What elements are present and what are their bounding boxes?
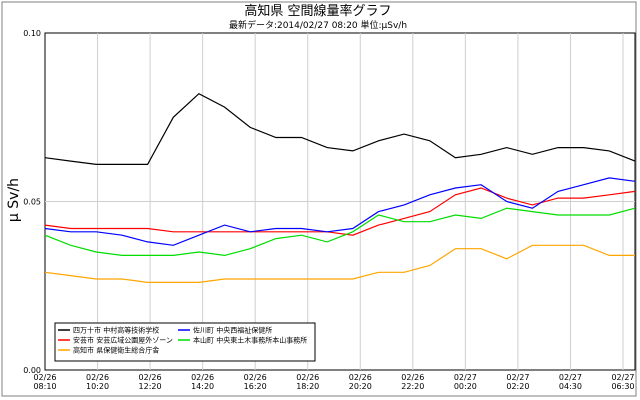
x-tick-date: 02/26 (349, 373, 372, 382)
x-tick-date: 02/27 (506, 373, 529, 382)
series-line-5 (44, 207, 636, 257)
x-tick-date: 02/27 (611, 373, 634, 382)
x-tick-time: 00:20 (454, 382, 477, 391)
legend-label: 四万十市 中村高等技術学校 (73, 326, 159, 335)
x-tick-time: 14:20 (191, 382, 214, 391)
y-tick-label: 0.00 (23, 366, 41, 375)
legend-label: 高知市 県保健衛生総合庁舎 (73, 346, 159, 355)
y-axis-label: μ Sv/h (6, 178, 22, 222)
x-tick-time: 06:30 (611, 382, 634, 391)
x-tick-date: 02/26 (296, 373, 319, 382)
x-tick-time: 02:20 (506, 382, 529, 391)
x-tick-date: 02/26 (139, 373, 162, 382)
x-tick-time: 08:10 (33, 382, 56, 391)
chart-title: 高知県 空間線量率グラフ (244, 3, 391, 19)
plot-area: 0.000.050.10 02/2608:1002/2610:2002/2612… (23, 29, 636, 391)
series-line-3 (44, 244, 635, 283)
x-tick-time: 16:20 (244, 382, 267, 391)
x-tick-date: 02/27 (559, 373, 582, 382)
legend-box (54, 322, 316, 362)
x-tick-date: 02/26 (86, 373, 109, 382)
legend-label: 安芸市 安芸広域公園屋外ゾーン (73, 336, 173, 345)
x-tick-time: 18:20 (296, 382, 319, 391)
x-tick-time: 20:20 (349, 382, 372, 391)
chart-subtitle: 最新データ:2014/02/27 08:20 単位:μSv/h (229, 19, 407, 31)
x-tick-time: 04:30 (559, 382, 582, 391)
x-tick-time: 10:20 (86, 382, 109, 391)
legend-label: 本山町 中央東土木事務所本山事務所 (193, 336, 307, 345)
x-tick-date: 02/26 (401, 373, 424, 382)
series-line-2 (44, 187, 636, 236)
x-tick-date: 02/26 (33, 373, 56, 382)
y-tick-label: 0.05 (23, 198, 41, 207)
x-tick-time: 12:20 (139, 382, 162, 391)
x-axis-ticks: 02/2608:1002/2610:2002/2612:2002/2614:20… (33, 373, 634, 391)
y-tick-label: 0.10 (23, 29, 41, 38)
series-lines (44, 92, 636, 283)
x-tick-time: 22:20 (401, 382, 424, 391)
series-line-1 (44, 92, 636, 165)
y-axis-ticks: 0.00 0.05 0.10 (23, 29, 41, 375)
series-line-4 (44, 177, 636, 246)
legend-label: 佐川町 中央西福祉保健所 (193, 326, 272, 335)
x-tick-date: 02/26 (191, 373, 214, 382)
x-tick-date: 02/27 (454, 373, 477, 382)
x-tick-date: 02/26 (244, 373, 267, 382)
